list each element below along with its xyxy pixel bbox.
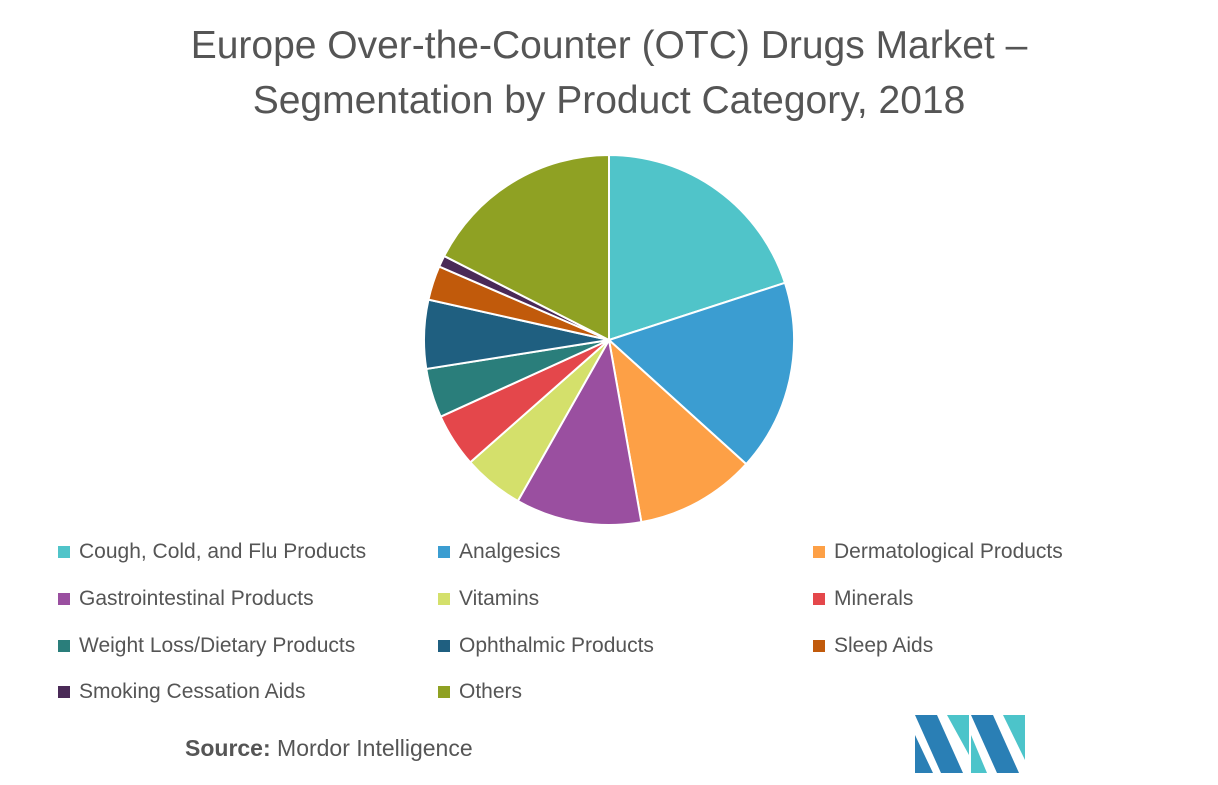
- legend-swatch: [813, 593, 825, 605]
- legend-swatch: [438, 686, 450, 698]
- legend-item: Ophthalmic Products: [438, 634, 654, 658]
- title-line-2: Segmentation by Product Category, 2018: [252, 79, 966, 122]
- legend-item: Vitamins: [438, 587, 539, 611]
- pie-slice-3: [516, 337, 643, 526]
- source-note: Source: Mordor Intelligence: [185, 735, 473, 762]
- mordor-logo: [915, 715, 1025, 773]
- legend-label: Analgesics: [459, 540, 561, 563]
- legend-swatch: [58, 640, 70, 652]
- legend-swatch: [813, 640, 825, 652]
- legend-item: Minerals: [813, 587, 913, 611]
- legend-label: Dermatological Products: [834, 540, 1063, 563]
- legend-item: Sleep Aids: [813, 634, 933, 658]
- source-label: Source:: [185, 735, 271, 761]
- chart-title: Europe Over-the-Counter (OTC) Drugs Mark…: [0, 18, 1218, 128]
- legend-item: Analgesics: [438, 540, 561, 564]
- title-line-1: Europe Over-the-Counter (OTC) Drugs Mark…: [190, 24, 1028, 67]
- legend-swatch: [813, 546, 825, 558]
- legend-swatch: [438, 593, 450, 605]
- legend-item: Cough, Cold, and Flu Products: [58, 540, 366, 564]
- legend-label: Cough, Cold, and Flu Products: [79, 540, 367, 563]
- pie-slice-2: [607, 337, 748, 524]
- legend-label: Sleep Aids: [834, 634, 934, 657]
- legend-swatch: [58, 546, 70, 558]
- legend-item: Smoking Cessation Aids: [58, 680, 305, 704]
- pie-chart: [423, 153, 795, 526]
- legend-item: Weight Loss/Dietary Products: [58, 634, 355, 658]
- pie-slice-0: [608, 153, 787, 342]
- legend-label: Weight Loss/Dietary Products: [79, 634, 356, 657]
- legend-label: Gastrointestinal Products: [79, 587, 314, 610]
- legend-label: Ophthalmic Products: [459, 634, 654, 657]
- legend-item: Dermatological Products: [813, 540, 1063, 564]
- legend-item: Others: [438, 680, 522, 704]
- legend-swatch: [438, 546, 450, 558]
- pie-slice-1: [607, 281, 795, 466]
- legend-label: Smoking Cessation Aids: [79, 680, 306, 703]
- legend-label: Others: [459, 680, 523, 703]
- source-value: Mordor Intelligence: [270, 735, 473, 761]
- legend-swatch: [438, 640, 450, 652]
- legend-label: Minerals: [834, 587, 914, 610]
- legend-label: Vitamins: [459, 587, 540, 610]
- pie-slice-10: [442, 153, 610, 342]
- legend-swatch: [58, 593, 70, 605]
- legend-item: Gastrointestinal Products: [58, 587, 314, 611]
- legend-swatch: [58, 686, 70, 698]
